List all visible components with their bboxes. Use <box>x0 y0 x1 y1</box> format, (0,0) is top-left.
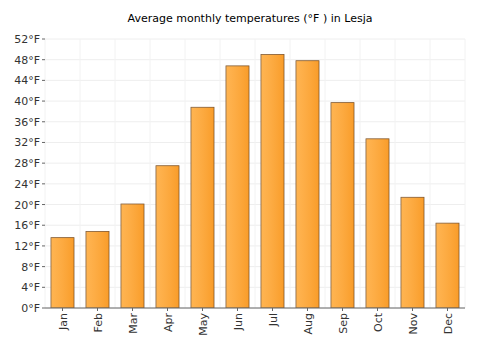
bar <box>191 107 214 308</box>
x-tick-label: Dec <box>442 313 455 334</box>
bar <box>401 197 424 308</box>
title: Average monthly temperatures (°F ) in Le… <box>128 12 373 25</box>
x-tick <box>447 308 448 311</box>
y-tick-label: 32°F <box>14 136 40 149</box>
bar <box>331 103 354 308</box>
bar <box>121 204 144 308</box>
y-tick-label: 16°F <box>14 219 40 232</box>
bar-shade <box>51 238 74 308</box>
x-tick <box>377 308 378 311</box>
bar <box>86 231 109 308</box>
y-tick-label: 8°F <box>21 261 40 274</box>
bar <box>296 61 319 308</box>
y-tick <box>42 204 45 205</box>
bar-shade <box>436 223 459 308</box>
y-tick-label: 44°F <box>14 74 40 87</box>
grid-line-vertical <box>220 39 221 308</box>
x-tick <box>237 308 238 311</box>
grid-line-vertical <box>430 39 431 308</box>
y-tick <box>42 121 45 122</box>
bar <box>261 55 284 308</box>
y-tick <box>42 287 45 288</box>
grid-line-vertical <box>465 39 466 308</box>
x-tick <box>62 308 63 311</box>
bar-shade <box>191 107 214 308</box>
bar-shade <box>331 103 354 308</box>
bars <box>51 55 459 308</box>
bar <box>51 238 74 308</box>
bar <box>436 223 459 308</box>
bar-shade <box>261 55 284 308</box>
grid-line-vertical <box>325 39 326 308</box>
y-tick <box>42 101 45 102</box>
y-tick-label: 48°F <box>14 54 40 67</box>
y-tick <box>42 80 45 81</box>
y-tick-label: 20°F <box>14 199 40 212</box>
x-tick <box>342 308 343 311</box>
x-tick <box>412 308 413 311</box>
grid-line <box>45 308 465 309</box>
x-tick-label: Apr <box>162 313 175 333</box>
x-tick <box>167 308 168 311</box>
y-tick-label: 52°F <box>14 33 40 46</box>
bar-shade <box>86 231 109 308</box>
y-tick <box>42 163 45 164</box>
y-tick <box>42 225 45 226</box>
x-tick <box>132 308 133 311</box>
x-tick-label: Oct <box>372 312 385 332</box>
y-tick-label: 36°F <box>14 116 40 129</box>
bar-shade <box>156 166 179 308</box>
x-tick-label: Jun <box>232 313 245 331</box>
x-tick <box>307 308 308 311</box>
x-tick-label: Sep <box>337 313 350 334</box>
grid-line-vertical <box>115 39 116 308</box>
x-tick-label: May <box>197 313 210 336</box>
y-tick <box>42 142 45 143</box>
bar <box>156 166 179 308</box>
bar <box>226 66 249 308</box>
grid-line-vertical <box>395 39 396 308</box>
y-tick <box>42 39 45 40</box>
y-tick <box>42 308 45 309</box>
grid-line-vertical <box>255 39 256 308</box>
bar-shade <box>401 197 424 308</box>
y-tick-label: 28°F <box>14 157 40 170</box>
chart: Average monthly temperatures (°F ) in Le… <box>0 0 500 350</box>
grid-line-vertical <box>45 39 46 308</box>
x-tick-label: Feb <box>92 313 105 332</box>
bar-shade <box>226 66 249 308</box>
bar-shade <box>366 139 389 308</box>
y-tick <box>42 245 45 246</box>
grid-line-vertical <box>360 39 361 308</box>
grid-line-vertical <box>150 39 151 308</box>
y-tick-label: 0°F <box>21 302 40 315</box>
y-tick-label: 24°F <box>14 178 40 191</box>
y-tick <box>42 59 45 60</box>
x-tick-label: Jul <box>267 313 280 327</box>
grid-line-vertical <box>80 39 81 308</box>
x-axis <box>45 308 465 309</box>
y-tick <box>42 183 45 184</box>
x-tick <box>272 308 273 311</box>
x-tick-label: Mar <box>127 313 140 334</box>
x-tick-label: Nov <box>407 313 420 335</box>
x-tick <box>97 308 98 311</box>
y-tick-label: 40°F <box>14 95 40 108</box>
grid-line-vertical <box>185 39 186 308</box>
grid-line-vertical <box>290 39 291 308</box>
bar-shade <box>296 61 319 308</box>
x-tick <box>202 308 203 311</box>
bar <box>366 139 389 308</box>
y-tick-label: 12°F <box>14 240 40 253</box>
bar-shade <box>121 204 144 308</box>
y-tick-label: 4°F <box>21 281 40 294</box>
x-tick-label: Jan <box>57 313 70 331</box>
x-tick-label: Aug <box>302 313 315 334</box>
y-tick <box>42 266 45 267</box>
